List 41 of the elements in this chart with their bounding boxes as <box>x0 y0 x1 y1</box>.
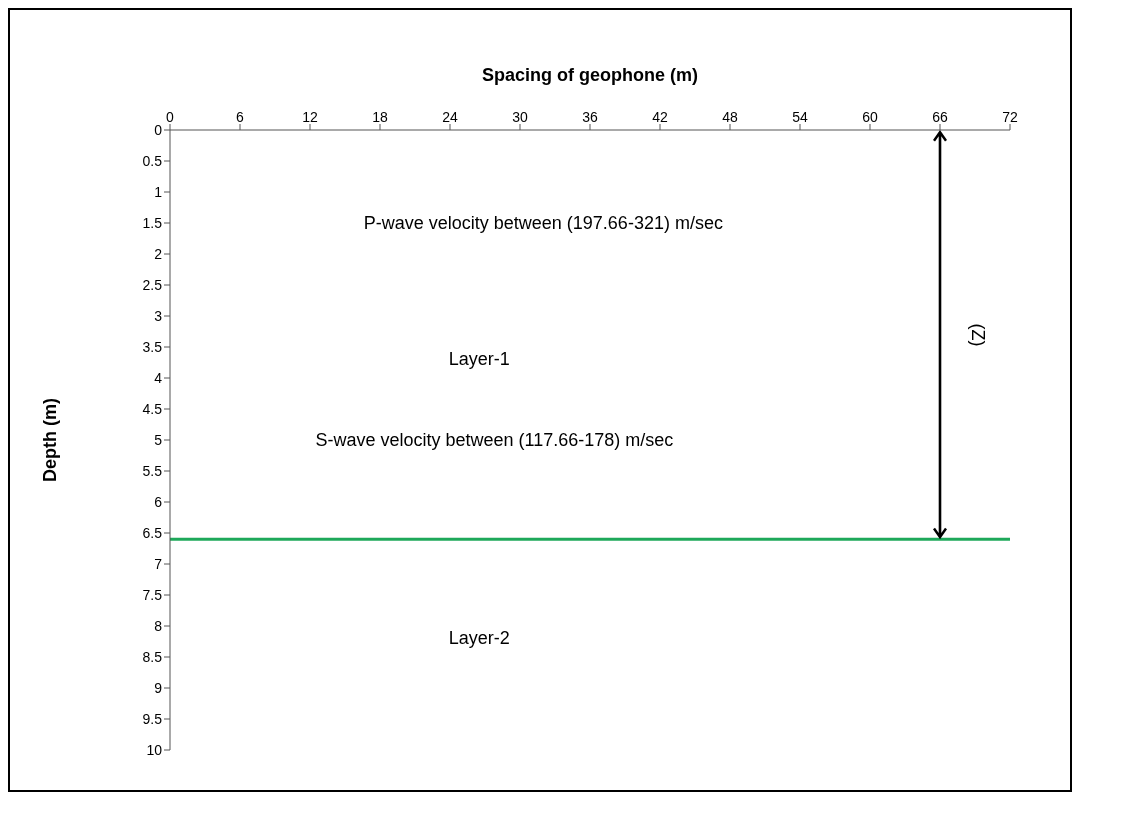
y-tick-label: 9 <box>154 679 163 696</box>
x-tick-label: 18 <box>372 109 388 125</box>
y-tick-label: 8.5 <box>142 648 163 665</box>
y-tick-label: 2.5 <box>142 276 163 293</box>
y-tick-label: 10 <box>146 741 163 758</box>
annotation: P-wave velocity between (197.66-321) m/sec <box>363 212 723 234</box>
y-tick-label: 8 <box>154 617 163 634</box>
annotation: Layer-1 <box>448 348 510 370</box>
y-tick-label: 1.5 <box>142 214 163 231</box>
x-tick-label: 24 <box>442 109 458 125</box>
y-tick-label: 7 <box>154 555 163 572</box>
y-tick-label: 9.5 <box>142 710 163 727</box>
annotation: (Z) <box>966 323 988 347</box>
x-tick-label: 66 <box>932 109 948 125</box>
y-tick-label: 0.5 <box>142 152 163 169</box>
x-tick-label: 72 <box>1002 109 1018 125</box>
x-tick-label: 0 <box>166 109 175 125</box>
y-tick-label: 4.5 <box>142 400 163 417</box>
x-tick-label: 42 <box>652 109 668 125</box>
y-tick-label: 5 <box>154 431 163 448</box>
y-tick-label: 1 <box>154 183 163 200</box>
y-tick-label: 2 <box>154 245 163 262</box>
y-tick-label: 7.5 <box>142 586 163 603</box>
y-tick-label: 6.5 <box>142 524 163 541</box>
y-tick-label: 0 <box>154 121 163 138</box>
y-tick-label: 6 <box>154 493 163 510</box>
x-axis-title: Spacing of geophone (m) <box>482 64 698 85</box>
y-tick-label: 3 <box>154 307 163 324</box>
y-tick-label: 4 <box>154 369 163 386</box>
x-tick-label: 12 <box>302 109 318 125</box>
x-tick-label: 30 <box>512 109 528 125</box>
y-tick-label: 5.5 <box>142 462 163 479</box>
x-tick-label: 54 <box>792 109 808 125</box>
y-tick-label: 3.5 <box>142 338 163 355</box>
x-tick-label: 6 <box>236 109 245 125</box>
annotation: S-wave velocity between (117.66-178) m/sec <box>315 429 674 451</box>
x-tick-label: 48 <box>722 109 738 125</box>
annotation: Layer-2 <box>448 627 510 649</box>
y-axis-title: Depth (m) <box>39 398 61 482</box>
x-tick-label: 36 <box>582 109 598 125</box>
x-tick-label: 60 <box>862 109 878 125</box>
